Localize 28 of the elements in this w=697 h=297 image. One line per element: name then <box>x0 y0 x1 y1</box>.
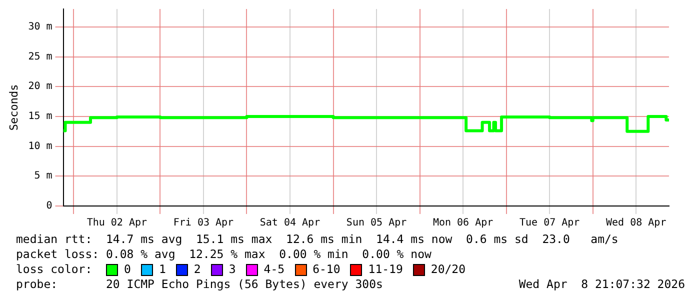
legend-label: 0 <box>124 262 131 277</box>
legend-label: 4-5 <box>264 262 285 277</box>
legend-label: 11-19 <box>368 262 403 277</box>
y-tick-label: 15 m <box>28 111 52 122</box>
y-axis-title: Seconds <box>7 84 20 131</box>
legend-label: 1 <box>158 262 166 277</box>
x-tick-label: Sun 05 Apr <box>346 218 407 229</box>
x-tick-label: Fri 03 Apr <box>173 218 234 229</box>
x-tick-label: Mon 06 Apr <box>432 218 494 229</box>
y-tick-label: 30 m <box>28 22 52 33</box>
x-tick-label: Wed 08 Apr <box>606 218 666 229</box>
text: probe: 20 ICMP Echo Pings (56 Bytes) every 300s <box>16 277 383 292</box>
y-tick-label: 25 m <box>28 51 52 62</box>
x-tick-label: Tue 07 Apr <box>519 218 580 229</box>
x-tick-label: Thu 02 Apr <box>86 218 148 229</box>
text: packet loss: 0.08 % avg 12.25 % max 0.00 % min 0.00 % now <box>16 247 432 262</box>
y-tick-label: 20 m <box>28 81 52 92</box>
legend-label: 20/20 <box>430 262 466 277</box>
x-tick-label: Sat 04 Apr <box>260 218 320 229</box>
y-tick-label: 5 m <box>34 170 52 182</box>
y-tick-label: 0 <box>46 200 52 212</box>
text: median rtt: 14.7 ms avg 15.1 ms max 12.6 ms min 14.4 ms now 0.6 ms sd 23.0 am/s <box>16 232 620 247</box>
text: Wed Apr 8 21:07:32 2026 <box>518 277 685 292</box>
legend-label: 6-10 <box>312 262 340 277</box>
legend-label: 3 <box>228 262 236 277</box>
legend-title: loss color: <box>16 262 94 277</box>
y-tick-label: 10 m <box>28 140 52 152</box>
legend-label: 2 <box>194 262 201 277</box>
